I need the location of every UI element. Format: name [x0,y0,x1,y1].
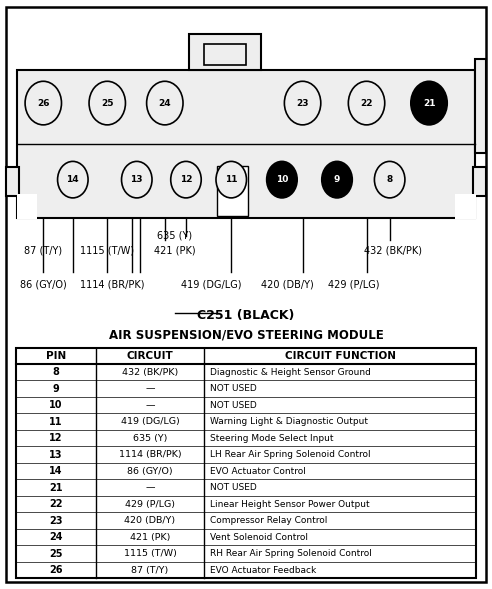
Text: 14: 14 [66,175,79,184]
Text: AIR SUSPENSION/EVO STEERING MODULE: AIR SUSPENSION/EVO STEERING MODULE [109,329,383,342]
Text: 87 (T/Y): 87 (T/Y) [24,246,62,256]
Text: LH Rear Air Spring Solenoid Control: LH Rear Air Spring Solenoid Control [210,450,370,459]
Text: 23: 23 [296,98,309,108]
Text: RH Rear Air Spring Solenoid Control: RH Rear Air Spring Solenoid Control [210,549,372,558]
FancyBboxPatch shape [455,194,476,219]
FancyBboxPatch shape [17,194,37,219]
Text: 635 (Y): 635 (Y) [133,434,167,443]
Text: 14: 14 [49,466,62,476]
Text: 24: 24 [49,532,62,542]
FancyBboxPatch shape [204,44,246,65]
Text: 8: 8 [53,368,59,377]
Text: 22: 22 [360,98,373,108]
Text: 86 (GY/O): 86 (GY/O) [20,279,67,289]
Circle shape [322,161,352,198]
Text: 8: 8 [387,175,393,184]
Circle shape [147,81,183,125]
Text: 1115 (T/W): 1115 (T/W) [123,549,177,558]
Circle shape [89,81,125,125]
Circle shape [122,161,152,198]
Text: 21: 21 [49,483,62,492]
FancyBboxPatch shape [6,7,486,582]
Text: 419 (DG/LG): 419 (DG/LG) [182,279,242,289]
Text: NOT USED: NOT USED [210,384,257,393]
FancyBboxPatch shape [16,348,476,578]
Text: 421 (PK): 421 (PK) [130,532,170,542]
Circle shape [216,161,246,198]
Text: 9: 9 [334,175,340,184]
Text: 1114 (BR/PK): 1114 (BR/PK) [80,279,145,289]
Circle shape [284,81,321,125]
Text: 26: 26 [49,565,62,575]
Circle shape [171,161,201,198]
Text: 429 (P/LG): 429 (P/LG) [125,499,175,509]
Text: 10: 10 [276,175,288,184]
Text: 22: 22 [49,499,62,509]
Text: 420 (DB/Y): 420 (DB/Y) [124,516,176,525]
Text: 1114 (BR/PK): 1114 (BR/PK) [119,450,182,459]
Text: Vent Solenoid Control: Vent Solenoid Control [210,532,308,542]
Text: —: — [145,401,155,410]
FancyBboxPatch shape [217,166,248,216]
Text: 12: 12 [49,434,62,443]
Text: —: — [145,483,155,492]
Text: 12: 12 [180,175,192,184]
Text: Diagnostic & Height Sensor Ground: Diagnostic & Height Sensor Ground [210,368,371,377]
Circle shape [348,81,385,125]
Circle shape [411,81,447,125]
FancyBboxPatch shape [6,167,19,196]
Circle shape [58,161,88,198]
FancyBboxPatch shape [189,34,261,70]
Text: Warning Light & Diagnostic Output: Warning Light & Diagnostic Output [210,417,368,426]
Text: 1115 (T/W): 1115 (T/W) [80,246,134,256]
Circle shape [374,161,405,198]
Text: 429 (P/LG): 429 (P/LG) [328,279,379,289]
Text: 420 (DB/Y): 420 (DB/Y) [261,279,314,289]
FancyBboxPatch shape [17,70,475,218]
Text: 24: 24 [158,98,171,108]
Text: 26: 26 [37,98,50,108]
Text: 432 (BK/PK): 432 (BK/PK) [122,368,178,377]
Text: CIRCUIT: CIRCUIT [126,351,174,360]
Text: Steering Mode Select Input: Steering Mode Select Input [210,434,334,443]
Text: 421 (PK): 421 (PK) [154,246,195,256]
Text: 11: 11 [225,175,238,184]
Text: 11: 11 [49,417,62,426]
Text: NOT USED: NOT USED [210,401,257,410]
Text: 25: 25 [49,549,62,558]
Text: C251 (BLACK): C251 (BLACK) [197,309,295,322]
Text: 13: 13 [130,175,143,184]
Text: EVO Actuator Control: EVO Actuator Control [210,466,306,476]
Text: Linear Height Sensor Power Output: Linear Height Sensor Power Output [210,499,369,509]
Text: PIN: PIN [46,351,66,360]
Text: 13: 13 [49,450,62,459]
Circle shape [267,161,297,198]
Text: Compressor Relay Control: Compressor Relay Control [210,516,328,525]
Text: 635 (Y): 635 (Y) [157,231,192,241]
Text: EVO Actuator Feedback: EVO Actuator Feedback [210,565,316,575]
Text: 87 (T/Y): 87 (T/Y) [131,565,169,575]
Text: 432 (BK/PK): 432 (BK/PK) [364,246,422,256]
Text: 86 (GY/O): 86 (GY/O) [127,466,173,476]
Text: 10: 10 [49,401,62,410]
FancyBboxPatch shape [473,167,486,196]
Text: 23: 23 [49,516,62,525]
Text: 9: 9 [53,384,59,393]
Text: —: — [145,384,155,393]
Text: 21: 21 [423,98,435,108]
Circle shape [25,81,62,125]
Text: 25: 25 [101,98,114,108]
Text: CIRCUIT FUNCTION: CIRCUIT FUNCTION [285,351,396,360]
Text: NOT USED: NOT USED [210,483,257,492]
FancyBboxPatch shape [475,59,486,153]
Text: 419 (DG/LG): 419 (DG/LG) [121,417,180,426]
